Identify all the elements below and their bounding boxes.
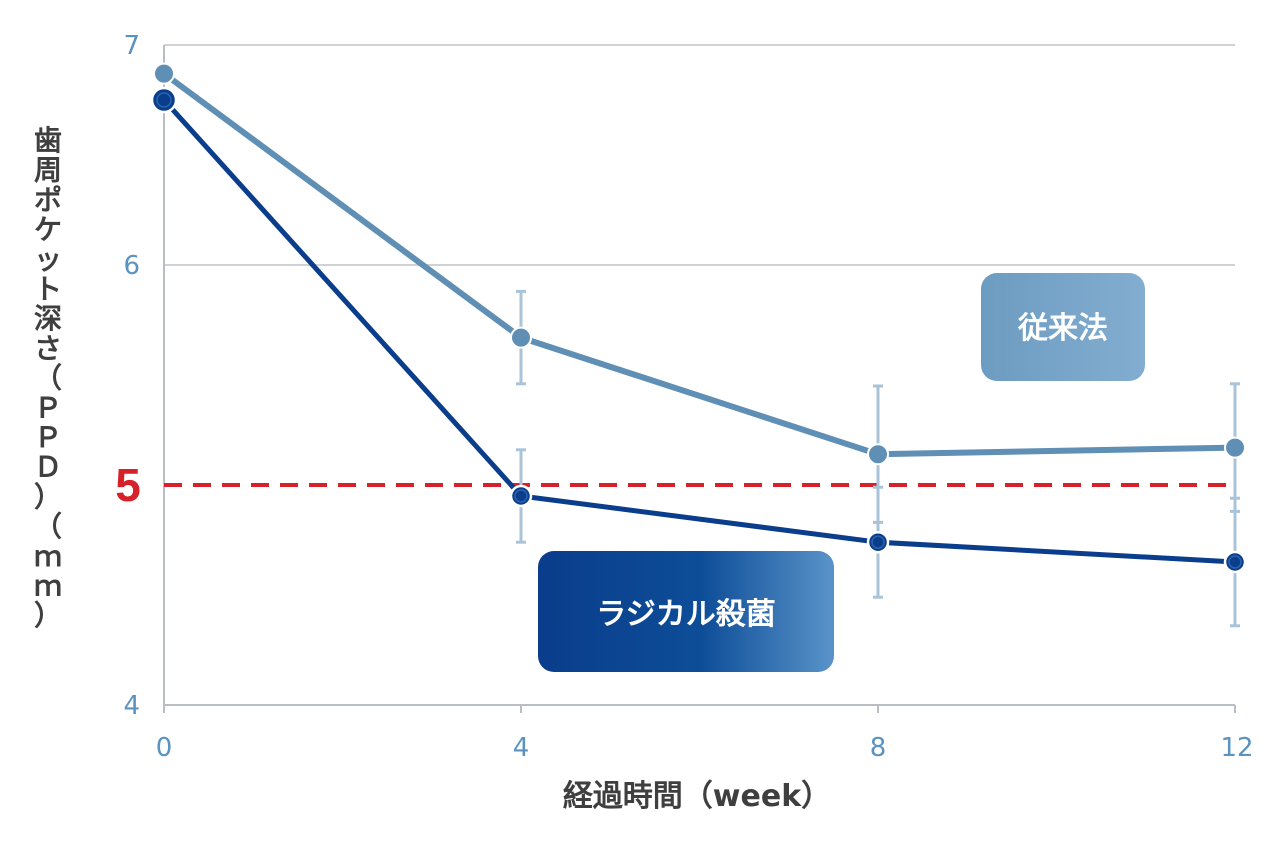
y-axis-title: 歯周ポケット深さ（ＰＰＤ）（ｍｍ） xyxy=(34,124,62,632)
series-line-conventional xyxy=(161,70,1238,458)
x-axis-title: 経過時間（week） xyxy=(563,779,831,814)
x-tick-label-12: 12 xyxy=(1220,733,1253,763)
x-tick-label-8: 8 xyxy=(870,733,887,763)
reference-line-label: 5 xyxy=(115,459,141,511)
legend-radical: ラジカル殺菌 xyxy=(538,551,834,672)
x-tick-label-4: 4 xyxy=(513,733,530,763)
y-tick-label-6: 6 xyxy=(123,251,140,281)
data-point-core-radical-0 xyxy=(156,92,172,108)
legend-badge-radical xyxy=(538,551,834,672)
data-point-core-radical-4 xyxy=(514,489,528,503)
legend-conventional: 従来法 xyxy=(981,273,1145,381)
data-point-conventional-4 xyxy=(510,326,532,349)
data-point-conventional-12 xyxy=(1224,436,1246,459)
y-tick-label-7: 7 xyxy=(123,31,140,61)
legend-badge-conventional xyxy=(981,273,1145,381)
data-point-conventional-0 xyxy=(153,62,175,85)
x-tick-label-0: 0 xyxy=(156,733,173,763)
legend-label-conventional: 従来法 xyxy=(1017,311,1108,346)
data-point-conventional-8 xyxy=(867,443,889,466)
data-point-core-radical-8 xyxy=(871,535,885,549)
legend-label-radical: ラジカル殺菌 xyxy=(596,597,775,632)
data-point-core-radical-12 xyxy=(1228,555,1242,569)
series-line-radical xyxy=(161,97,1238,565)
axis-labels: 経過時間（week） 歯周ポケット深さ（ＰＰＤ）（ｍｍ） xyxy=(34,124,831,814)
reference-line-group: 5 xyxy=(115,459,1235,511)
y-tick-label-4: 4 xyxy=(123,691,140,721)
series xyxy=(150,62,1247,574)
